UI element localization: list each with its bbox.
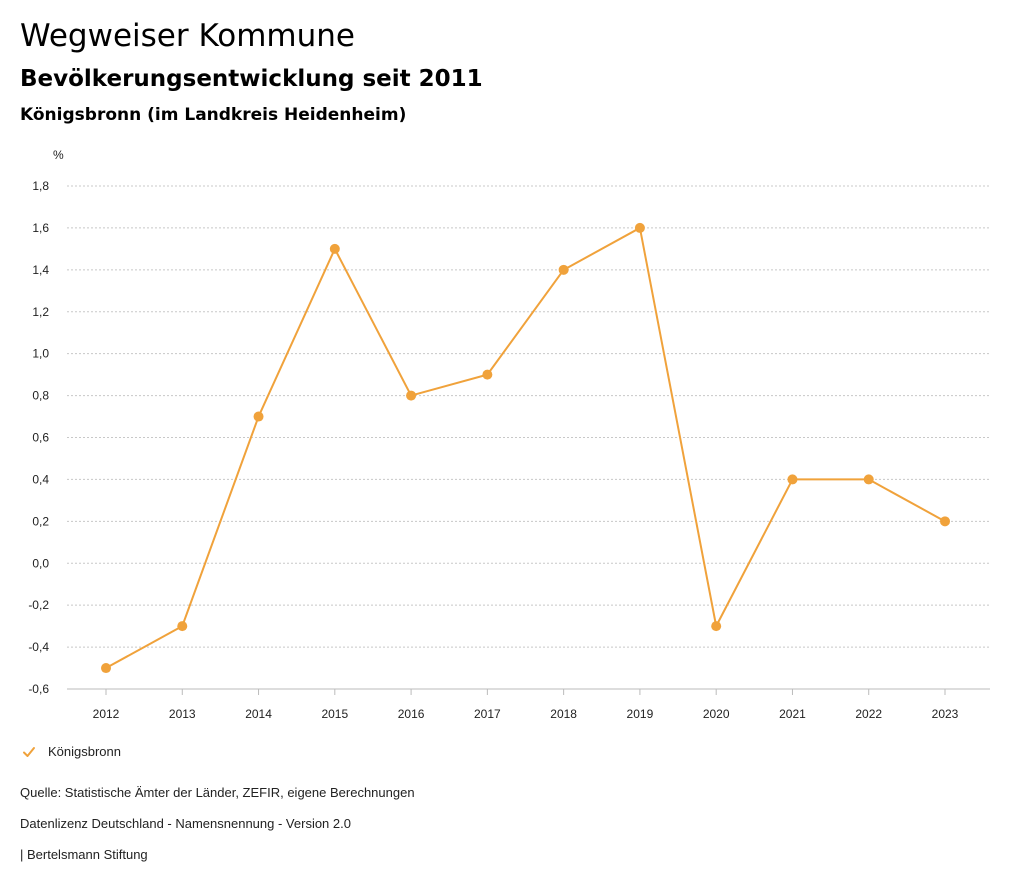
x-axis: 2012 2013 2014 2015 2016 2017 2018 2019 2020 2021… xyxy=(93,689,959,721)
legend-item-koenigsbronn[interactable]: Königsbronn xyxy=(22,744,121,759)
x-tick-label: 2021 xyxy=(779,707,806,721)
x-tick-label: 2022 xyxy=(855,707,882,721)
y-tick-label: -0,6 xyxy=(28,682,49,696)
legend-label: Königsbronn xyxy=(48,744,121,759)
data-point[interactable] xyxy=(863,474,874,485)
source-note: Quelle: Statistische Ämter der Länder, Z… xyxy=(20,785,415,800)
data-point[interactable] xyxy=(711,621,722,632)
data-point[interactable] xyxy=(253,411,264,422)
x-tick-label: 2018 xyxy=(550,707,577,721)
license-note: Datenlizenz Deutschland - Namensnennung … xyxy=(20,816,351,831)
y-tick-label: 0,0 xyxy=(32,556,49,570)
x-tick-label: 2019 xyxy=(627,707,654,721)
data-point[interactable] xyxy=(558,264,569,275)
y-tick-label: 1,8 xyxy=(32,179,49,193)
x-tick-label: 2020 xyxy=(703,707,730,721)
gridlines xyxy=(67,185,990,690)
checkmark-icon xyxy=(23,746,35,757)
data-point[interactable] xyxy=(329,243,340,254)
y-tick-label: 1,4 xyxy=(32,263,49,277)
y-tick-label: 0,4 xyxy=(32,472,49,486)
series-line[interactable] xyxy=(105,226,946,669)
page-subtitle: Bevölkerungsentwicklung seit 2011 xyxy=(20,66,483,92)
y-axis-ticks: 1,8 1,6 1,4 1,2 1,0 0,8 0,6 0,4 0,2 0,0 -0,2 -0,4 -0… xyxy=(28,179,49,696)
data-point[interactable] xyxy=(634,222,645,233)
data-point[interactable] xyxy=(406,390,417,401)
x-tick-label: 2015 xyxy=(321,707,348,721)
publisher-note: | Bertelsmann Stiftung xyxy=(20,847,148,862)
data-point[interactable] xyxy=(101,663,111,674)
series-koenigsbronn[interactable] xyxy=(101,222,950,674)
x-tick-label: 2013 xyxy=(169,707,196,721)
x-tick-label: 2017 xyxy=(474,707,501,721)
y-tick-label: 1,6 xyxy=(32,221,49,235)
region-title: Königsbronn (im Landkreis Heidenheim) xyxy=(20,105,407,125)
y-axis-unit-label: % xyxy=(53,148,64,162)
data-point[interactable] xyxy=(940,516,950,527)
y-tick-label: 0,2 xyxy=(32,514,49,528)
y-tick-label: 1,2 xyxy=(32,305,49,319)
page-title: Wegweiser Kommune xyxy=(20,18,355,54)
data-point[interactable] xyxy=(482,369,493,380)
line-chart: % 1,8 1,6 1,4 1,2 1,0 0,8 0,6 0,4 0,2 0,0 -0,2 -0,4… xyxy=(28,148,990,721)
x-tick-label: 2012 xyxy=(93,707,120,721)
data-point[interactable] xyxy=(177,621,188,632)
y-tick-label: 0,6 xyxy=(32,431,49,445)
y-tick-label: -0,4 xyxy=(28,640,49,654)
data-point[interactable] xyxy=(787,474,798,485)
x-tick-label: 2016 xyxy=(398,707,425,721)
y-tick-label: 0,8 xyxy=(32,389,49,403)
y-tick-label: -0,2 xyxy=(28,598,49,612)
y-tick-label: 1,0 xyxy=(32,347,49,361)
x-tick-label: 2023 xyxy=(932,707,959,721)
x-tick-label: 2014 xyxy=(245,707,272,721)
